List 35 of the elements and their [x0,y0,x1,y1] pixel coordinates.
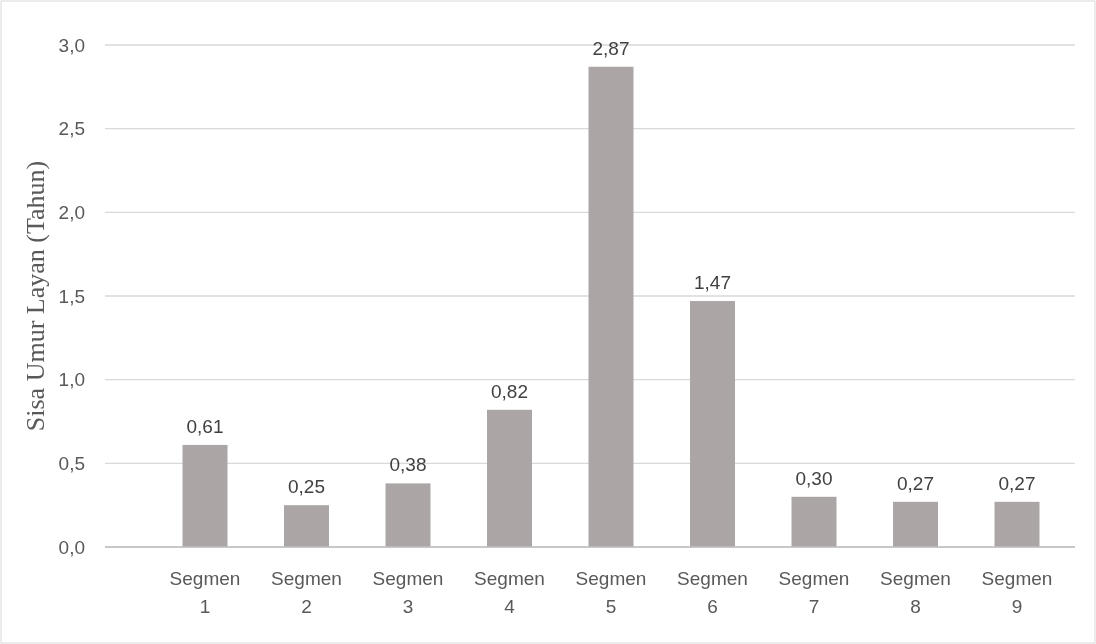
x-tick-label: Segmen 3 [372,568,444,617]
bar [893,501,938,547]
bar [385,483,431,547]
y-tick-label: 1,0 [58,369,85,391]
x-tick-label: Segmen 2 [271,568,342,617]
data-label: 0,82 [491,380,528,402]
bar [588,66,634,547]
bar [994,501,1040,547]
x-tick-label: Segmen 9 [981,568,1053,617]
data-label: 0,27 [897,472,934,494]
y-tick-label: 0,5 [58,452,85,474]
data-label: 0,38 [389,454,427,476]
data-label: 1,47 [694,272,731,294]
y-tick-label: 2,5 [58,118,85,140]
bar [791,496,837,547]
bar [284,505,329,547]
data-label: 0,61 [186,415,224,437]
bar [182,444,228,547]
data-label: 0,25 [288,476,325,498]
data-label: 0,30 [795,467,833,489]
x-tick-label: Segmen 1 [169,568,241,617]
x-tick-label: Segmen 8 [880,568,951,617]
y-tick-label: 3,0 [58,34,85,56]
x-tick-label: Segmen 6 [677,568,748,617]
x-tick-label: Segmen 7 [778,568,850,617]
x-tick-label: Segmen 5 [575,568,647,617]
y-tick-label: 1,5 [58,285,85,307]
x-tick-label: Segmen 4 [474,568,545,617]
data-label: 2,87 [592,37,630,59]
bar [487,409,532,547]
y-axis-title: Sisa Umur Layan (Tahun) [21,160,50,432]
bar [690,301,735,547]
y-tick-label: 2,0 [58,201,85,223]
data-label: 0,27 [998,472,1036,494]
y-tick-label: 0,0 [58,536,85,558]
